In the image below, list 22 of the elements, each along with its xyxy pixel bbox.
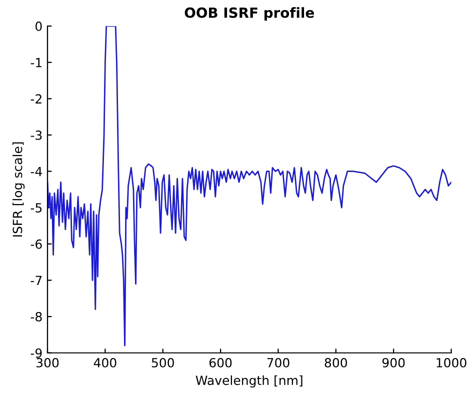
y-tick-label: -4 <box>30 166 42 176</box>
x-tick-label: 700 <box>267 358 290 368</box>
x-tick-label: 400 <box>94 358 116 368</box>
line-series <box>48 26 452 346</box>
x-axis-title: Wavelength [nm] <box>196 375 302 388</box>
y-tick-label: -7 <box>30 276 42 286</box>
x-tick-label: 900 <box>382 358 405 368</box>
x-tick-label: 600 <box>209 358 232 368</box>
y-tick-label: -1 <box>30 58 42 68</box>
y-tick-label: -3 <box>30 130 42 140</box>
y-tick-label: -6 <box>30 239 42 249</box>
x-tick-label: 1000 <box>436 358 466 368</box>
chart-title: OOB ISRF profile <box>184 7 314 21</box>
y-tick-label: -5 <box>30 203 42 213</box>
y-tick-label: -2 <box>30 94 42 104</box>
x-tick-label: 800 <box>324 358 347 368</box>
y-tick-label: 0 <box>36 22 42 31</box>
x-tick-label: 300 <box>36 358 59 368</box>
y-tick-label: -8 <box>30 312 42 322</box>
y-tick-label: -9 <box>30 348 42 358</box>
y-axis-title: ISFR [log scale] <box>12 142 25 236</box>
x-tick-label: 500 <box>152 358 174 368</box>
